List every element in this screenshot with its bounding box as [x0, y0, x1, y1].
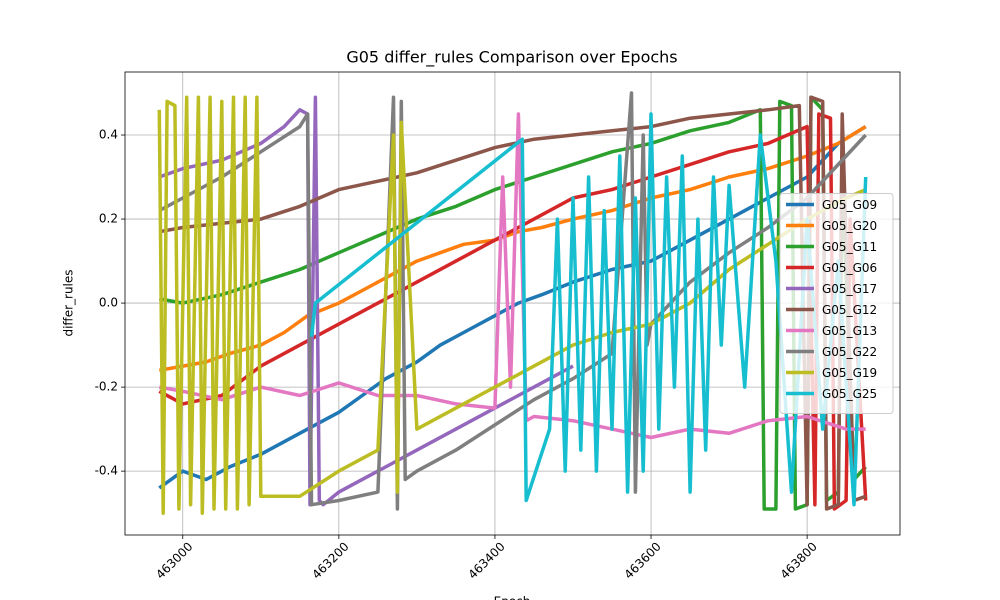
chart-title: G05 differ_rules Comparison over Epochs: [346, 48, 677, 68]
y-axis-label: differ_rules: [62, 269, 76, 336]
legend: G05_G09 G05_G20 G05_G11 G05_G06 G05_G17 G05_G…: [779, 193, 894, 414]
plot-frame: [124, 71, 901, 536]
y-tick-label: 0.2: [99, 212, 118, 226]
legend-label: G05_G19: [822, 366, 877, 380]
legend-label: G05_G25: [822, 387, 877, 401]
x-tick-label: 463800: [778, 539, 820, 581]
x-tick-label: 463600: [622, 539, 664, 581]
legend-label: G05_G13: [822, 324, 877, 338]
legend-label: G05_G12: [822, 303, 877, 317]
y-tick-label: 0.4: [99, 128, 118, 142]
series-line: [157, 95, 867, 515]
y-tick-label: -0.2: [95, 380, 118, 394]
legend-label: G05_G20: [822, 219, 877, 233]
series-line: [158, 112, 866, 440]
x-tick-label: 463200: [309, 539, 351, 581]
legend-label: G05_G11: [822, 240, 877, 254]
legend-label: G05_G09: [822, 198, 877, 212]
x-tick-label: 463400: [465, 539, 507, 581]
series-line: [158, 112, 868, 511]
series-line: [309, 112, 868, 507]
legend-label: G05_G17: [822, 282, 877, 296]
legend-label: G05_G22: [822, 345, 877, 359]
y-tick-label: 0.0: [99, 296, 118, 310]
plot-lines: [157, 91, 868, 515]
x-tick-label: 463000: [153, 539, 195, 581]
x-axis-label: Epoch: [494, 595, 531, 600]
legend-box: [779, 193, 894, 414]
legend-label: G05_G06: [822, 261, 877, 275]
y-tick-label: -0.4: [95, 464, 118, 478]
